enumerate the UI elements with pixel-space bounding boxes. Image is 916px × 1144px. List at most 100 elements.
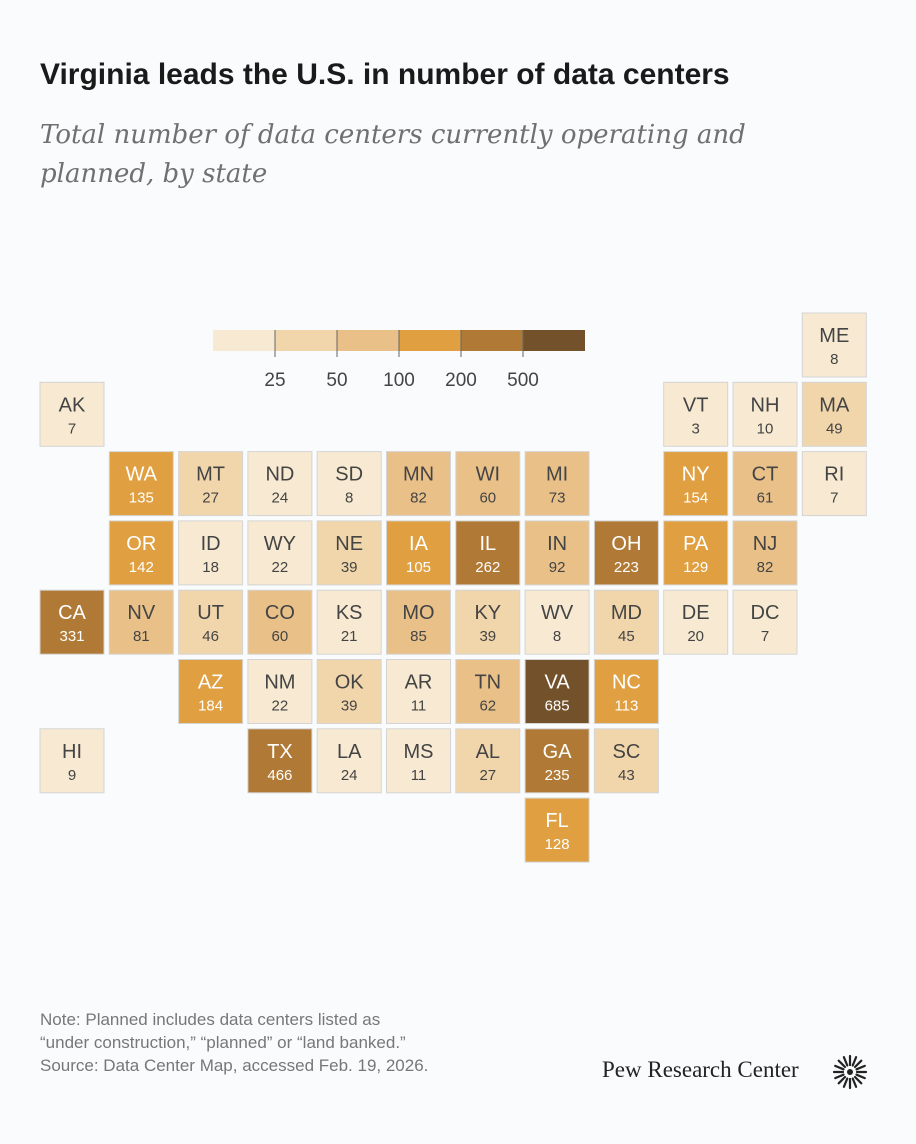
state-tile bbox=[663, 520, 729, 586]
legend-label: 25 bbox=[264, 370, 285, 391]
state-tile bbox=[108, 520, 174, 586]
state-label: ME bbox=[819, 325, 849, 347]
state-label: DE bbox=[682, 602, 710, 624]
state-value: 113 bbox=[614, 698, 638, 715]
state-tile bbox=[386, 728, 451, 794]
state-label: WV bbox=[541, 602, 574, 624]
state-tile bbox=[316, 589, 382, 655]
state-label: CA bbox=[58, 602, 86, 624]
state-label: KS bbox=[336, 602, 363, 624]
state-label: WI bbox=[476, 464, 500, 486]
legend-swatch bbox=[461, 330, 523, 351]
state-tile bbox=[593, 659, 659, 724]
state-value: 39 bbox=[341, 559, 358, 576]
state-value: 18 bbox=[202, 559, 219, 576]
state-tile bbox=[732, 381, 798, 447]
title: Virginia leads the U.S. in number of dat… bbox=[40, 58, 730, 91]
state-label: NH bbox=[751, 394, 780, 416]
legend-swatch bbox=[213, 330, 275, 351]
state-label: OH bbox=[611, 533, 641, 555]
state-tile bbox=[108, 589, 174, 655]
state-tile bbox=[178, 520, 244, 586]
state-tile bbox=[732, 589, 798, 655]
state-value: 135 bbox=[129, 490, 154, 507]
legend-label: 50 bbox=[326, 370, 347, 391]
state-label: KY bbox=[474, 602, 501, 624]
state-label: HI bbox=[62, 741, 82, 763]
legend-swatch bbox=[399, 330, 461, 351]
state-label: GA bbox=[543, 741, 573, 763]
state-value: 262 bbox=[475, 559, 500, 576]
state-tile bbox=[247, 520, 313, 586]
state-tile bbox=[316, 659, 382, 724]
state-value: 9 bbox=[68, 767, 76, 784]
state-value: 11 bbox=[411, 767, 427, 784]
state-label: RI bbox=[824, 464, 844, 486]
state-value: 62 bbox=[479, 698, 496, 715]
state-value: 11 bbox=[411, 698, 427, 715]
state-value: 85 bbox=[410, 628, 427, 645]
state-value: 82 bbox=[757, 559, 774, 576]
state-label: VA bbox=[544, 672, 570, 694]
state-tile bbox=[593, 728, 659, 794]
state-tile bbox=[455, 659, 521, 724]
state-tile bbox=[524, 797, 590, 863]
state-tile bbox=[524, 659, 590, 724]
state-tile bbox=[801, 451, 867, 517]
state-label: SD bbox=[335, 464, 363, 486]
state-label: TX bbox=[267, 741, 293, 763]
state-tile bbox=[801, 381, 867, 447]
state-value: 27 bbox=[202, 490, 219, 507]
state-value: 21 bbox=[341, 628, 358, 645]
state-tile bbox=[39, 589, 105, 655]
subtitle: Total number of data centers currently o… bbox=[40, 120, 746, 189]
state-tile bbox=[663, 381, 729, 447]
state-tile bbox=[178, 659, 244, 724]
state-value: 43 bbox=[618, 767, 635, 784]
legend-label: 200 bbox=[445, 370, 477, 391]
state-tile bbox=[386, 520, 451, 586]
footnote: Note: Planned includes data centers list… bbox=[40, 1008, 428, 1077]
state-label: VT bbox=[683, 394, 709, 416]
state-value: 154 bbox=[683, 490, 708, 507]
state-label: MS bbox=[404, 741, 434, 763]
state-label: NC bbox=[612, 672, 641, 694]
state-tile bbox=[524, 520, 590, 586]
state-value: 105 bbox=[406, 559, 431, 576]
state-tile bbox=[801, 312, 867, 378]
state-tile bbox=[39, 381, 105, 447]
state-label: CT bbox=[752, 464, 779, 486]
state-tile bbox=[663, 451, 729, 517]
state-label: IN bbox=[547, 533, 567, 555]
state-tile bbox=[178, 451, 244, 517]
state-label: AZ bbox=[198, 672, 224, 694]
state-tile bbox=[524, 451, 590, 517]
state-tile bbox=[247, 589, 313, 655]
state-tile bbox=[732, 451, 798, 517]
state-value: 7 bbox=[830, 490, 838, 507]
state-value: 22 bbox=[272, 698, 289, 715]
state-label: WY bbox=[264, 533, 296, 555]
state-value: 184 bbox=[198, 698, 223, 715]
state-tile bbox=[524, 728, 590, 794]
state-label: LA bbox=[337, 741, 362, 763]
state-tile bbox=[455, 728, 521, 794]
state-value: 22 bbox=[272, 559, 289, 576]
state-tile bbox=[455, 589, 521, 655]
state-label: NE bbox=[335, 533, 363, 555]
state-value: 8 bbox=[830, 351, 838, 368]
state-tile bbox=[455, 451, 521, 517]
state-value: 8 bbox=[345, 490, 353, 507]
state-tile bbox=[732, 520, 798, 586]
state-tile bbox=[386, 589, 451, 655]
state-tile bbox=[39, 728, 105, 794]
state-value: 60 bbox=[272, 628, 289, 645]
source: Source: Data Center Map, accessed Feb. 1… bbox=[40, 1056, 429, 1075]
state-label: IL bbox=[479, 533, 496, 555]
legend-swatch bbox=[337, 330, 399, 351]
state-tile bbox=[524, 589, 590, 655]
state-value: 142 bbox=[129, 559, 154, 576]
state-label: MI bbox=[546, 464, 568, 486]
state-label: CO bbox=[265, 602, 295, 624]
